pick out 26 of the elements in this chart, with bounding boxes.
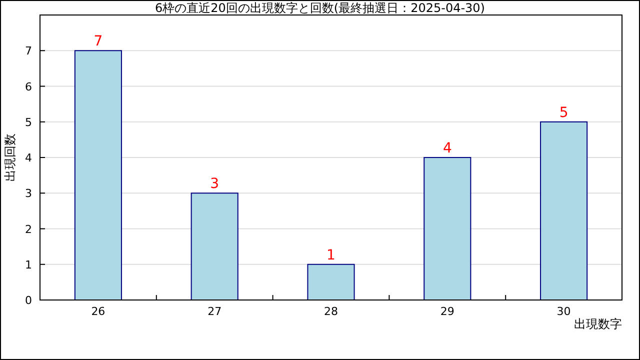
bar bbox=[540, 121, 588, 300]
y-axis-title: 出現回数 bbox=[3, 134, 17, 182]
x-tick-label: 29 bbox=[440, 305, 454, 318]
data-label: 5 bbox=[559, 104, 568, 121]
y-tick-label: 5 bbox=[25, 116, 32, 129]
x-tick-label: 30 bbox=[556, 305, 571, 318]
y-tick-label: 6 bbox=[25, 80, 32, 94]
data-label: 1 bbox=[326, 247, 336, 264]
bar bbox=[190, 192, 238, 300]
y-tick-label: 0 bbox=[25, 294, 32, 307]
y-tick-label: 2 bbox=[25, 222, 32, 236]
data-label: 4 bbox=[442, 140, 452, 156]
y-tick-label: 4 bbox=[25, 152, 32, 164]
bar bbox=[424, 157, 472, 300]
y-tick-label: 3 bbox=[25, 187, 32, 200]
x-axis-title: 出現数字 bbox=[574, 317, 622, 331]
bar bbox=[74, 50, 122, 300]
data-label: 3 bbox=[210, 176, 220, 192]
data-label: 7 bbox=[94, 34, 103, 50]
x-tick-label: 26 bbox=[91, 305, 106, 318]
chart-title: 6枠の直近20回の出現数字と回数(最終抽選日：2025-04-30) bbox=[154, 1, 486, 15]
bar bbox=[307, 264, 355, 300]
x-tick-label: 27 bbox=[208, 305, 222, 318]
y-tick-label: 7 bbox=[25, 44, 32, 58]
y-tick-label: 1 bbox=[25, 258, 32, 272]
x-tick-label: 28 bbox=[324, 305, 338, 318]
